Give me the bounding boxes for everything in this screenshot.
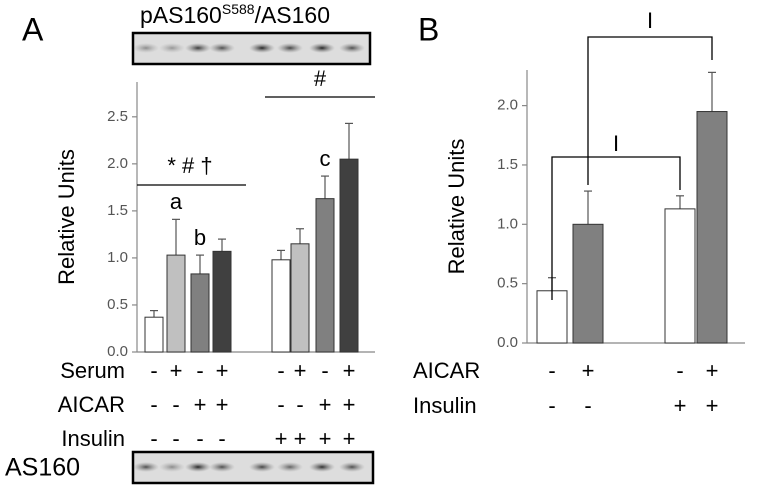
treatment-sign: - [196,426,203,451]
y-axis-label: Relative Units [54,149,79,285]
blot-band [309,462,335,472]
treatment-sign: - [150,392,157,417]
treatment-label: Insulin [61,426,125,451]
blot-band [277,43,303,53]
blot-band [209,462,235,472]
bar [664,208,696,344]
treatment-sign: + [170,358,183,383]
treatment-sign: + [706,393,719,418]
treatment-sign: - [584,393,591,418]
treatment-label: Insulin [413,393,477,418]
blot-bottom-label: AS160 [5,454,80,482]
bar-label: a [170,189,183,214]
bar [144,316,164,353]
bar-label: c [320,146,331,171]
treatment-sign: - [321,358,328,383]
blot-site: S588 [222,1,255,17]
blot-band [339,43,365,53]
blot-band [185,462,211,472]
significance-text: I [647,8,653,33]
bar [166,254,186,353]
treatment-sign: + [674,393,687,418]
treatment-sign: - [676,358,683,383]
treatment-label: Serum [60,358,125,383]
y-tick-label: 0.0 [497,334,518,351]
treatment-sign: - [218,426,225,451]
blot-band [249,43,275,53]
treatment-sign: + [343,358,356,383]
blot-band [159,462,185,472]
treatment-sign: + [294,426,307,451]
significance-text: I [613,131,619,156]
treatment-sign: + [582,358,595,383]
bar [271,259,291,353]
blot-band [133,43,159,53]
y-tick-label: 2.5 [107,108,128,125]
panel-label: A [22,11,44,47]
blot-protein: pAS160 [140,2,222,28]
y-tick-label: 1.5 [497,156,518,173]
significance-line [551,156,681,300]
blot-band [159,43,185,53]
significance-text: * # † [167,153,212,178]
y-tick-label: 2.0 [107,155,128,172]
treatment-sign: + [216,392,229,417]
blot-band [277,462,303,472]
treatment-sign: - [296,392,303,417]
y-tick-label: 0.5 [107,296,128,313]
significance-text: # [314,66,327,91]
bar [290,243,310,353]
bar [190,273,210,353]
panel-label: B [418,11,439,47]
bar [212,250,232,353]
treatment-sign: - [150,358,157,383]
bar [315,198,335,353]
bar [339,158,359,353]
bar [572,223,604,344]
y-tick-label: 0.5 [497,275,518,292]
treatment-sign: - [172,426,179,451]
blot-bands [133,43,365,472]
blot-band [309,43,335,53]
treatment-label: AICAR [58,392,125,417]
treatment-sign: - [172,392,179,417]
y-tick-label: 1.0 [497,215,518,232]
treatment-sign: + [216,358,229,383]
y-tick-label: 1.5 [107,202,128,219]
treatment-sign: + [319,426,332,451]
treatment-sign: + [343,426,356,451]
treatment-sign: - [277,358,284,383]
treatment-sign: + [275,426,288,451]
treatment-sign: + [194,392,207,417]
treatment-sign: - [277,392,284,417]
treatment-sign: + [319,392,332,417]
treatment-sign: + [343,392,356,417]
treatment-sign: - [548,393,555,418]
bar [696,111,728,344]
y-tick-label: 0.0 [107,343,128,360]
blot-suffix: /AS160 [255,2,330,28]
treatment-sign: - [548,358,555,383]
bar-label: b [194,225,206,250]
treatment-sign: - [196,358,203,383]
y-axis-label: Relative Units [444,139,469,275]
blot-band [339,462,365,472]
y-tick-label: 2.0 [497,97,518,114]
treatment-sign: - [150,426,157,451]
treatment-label: AICAR [413,358,480,383]
treatment-sign: + [706,358,719,383]
treatment-sign: + [294,358,307,383]
blot-top-label: pAS160S588/AS160 [140,1,330,28]
significance-line [587,36,713,185]
blot-band [249,462,275,472]
blot-band [209,43,235,53]
blot-band [133,462,159,472]
blot-band [185,43,211,53]
y-tick-label: 1.0 [107,249,128,266]
